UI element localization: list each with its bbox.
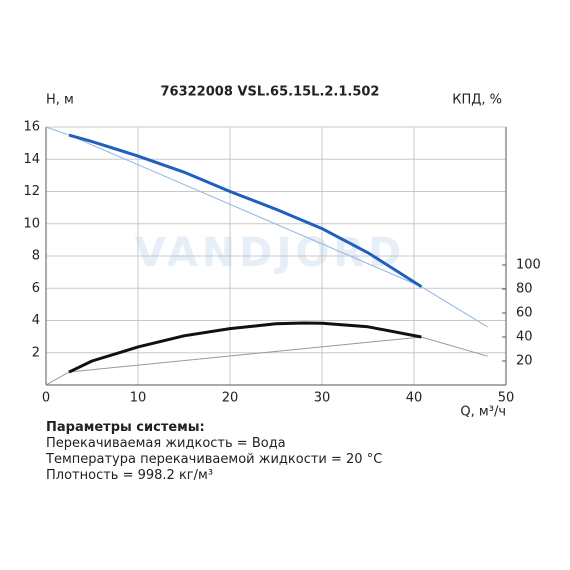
curve [68, 321, 422, 374]
parameter: Плотность = 998.2 кг/м³ [46, 468, 214, 483]
y2-tick-label: 100 [516, 258, 541, 273]
y-tick-label: 16 [23, 120, 40, 135]
x-tick-label: 50 [498, 391, 515, 406]
y-tick-label: 2 [32, 345, 40, 360]
x-tick-label: 0 [42, 391, 50, 406]
parameter: Температура перекачиваемой жидкости = 20… [46, 452, 383, 467]
curve [45, 126, 488, 328]
curve [45, 336, 488, 386]
y2-tick-label: 80 [516, 282, 533, 297]
parameters: Параметры системы: Перекачиваемая жидкос… [46, 420, 382, 484]
x-tick-label: 20 [222, 391, 239, 406]
y-tick-label: 8 [32, 249, 40, 264]
y-tick-label: 12 [23, 184, 40, 199]
x-tick-label: 40 [406, 391, 423, 406]
x-tick-label: 30 [314, 391, 331, 406]
y-tick-label: 6 [32, 281, 40, 296]
y-tick-label: 10 [23, 216, 40, 231]
y-tick-label: 14 [23, 152, 40, 167]
y-tick-label: 4 [32, 313, 40, 328]
y2-tick-label: 60 [516, 306, 533, 321]
watermark: VANDJORD [135, 230, 406, 276]
y2-axis-label: КПД, % [452, 93, 502, 108]
x-axis-label: Q, м³/ч [460, 405, 506, 420]
parameter: Перекачиваемая жидкость = Вода [46, 436, 286, 451]
y2-tick-label: 40 [516, 330, 533, 345]
curve [68, 133, 423, 288]
x-tick-label: 10 [130, 391, 147, 406]
y-axis-label: H, м [46, 93, 74, 108]
parameters-title: Параметры системы: [46, 420, 205, 435]
y2-tick-label: 20 [516, 354, 533, 369]
chart-title: 76322008 VSL.65.15L.2.1.502 [161, 85, 380, 100]
